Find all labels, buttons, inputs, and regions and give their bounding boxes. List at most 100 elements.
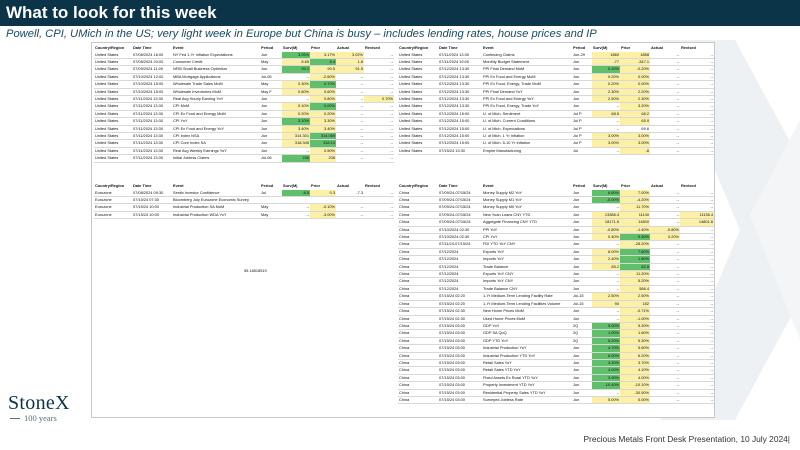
survey-cell: -- [592, 125, 620, 134]
revised-cell: -- [680, 125, 714, 134]
period-cell: Jul [572, 147, 592, 156]
period-cell: Jun [572, 102, 592, 111]
event-cell: 1-Yr Medium-Term Lending Facility Rate [482, 292, 572, 301]
event-cell: Money Supply M1 YoY [482, 196, 572, 205]
column-header: Surv(M) [593, 183, 608, 189]
survey-cell: 6.00% [592, 352, 620, 360]
period-cell: Jun [572, 263, 592, 272]
table-row: United States 07/11/2024 13:30 CPI Core In… [94, 139, 394, 148]
period-cell: Jul P [572, 125, 592, 134]
column-header: Event [483, 183, 494, 189]
prior-cell: 90.5 [310, 65, 336, 74]
event-cell: Sentix Investor Confidence [172, 189, 260, 197]
prior-cell: 0.50% [310, 147, 336, 156]
column-header: Period [261, 45, 274, 51]
actual-cell: -- [336, 154, 364, 163]
period-cell: May [260, 203, 282, 212]
event-cell: Real Avg Weekly Earnings YoY [172, 147, 260, 156]
event-cell: Monthly Budget Statement [482, 58, 572, 67]
survey-cell: 0.60% [282, 88, 310, 97]
table-row: China 07/15/24 03:00 Fixed Assets Ex Rural… [398, 374, 714, 383]
logo-tagline: 100 years [8, 413, 70, 423]
event-cell: CPI Ex Food and Energy MoM [172, 110, 260, 119]
table-row: United States 07/11/2024 13:30 Real Avg We… [94, 147, 394, 156]
period-cell: Jun [572, 374, 592, 383]
actual-cell: -- [650, 337, 680, 346]
period-cell: Jul-06 [260, 154, 282, 163]
period-cell: Jun [572, 248, 592, 257]
period-cell: Jul P [572, 110, 592, 119]
prior-cell: 3.00% [620, 132, 650, 141]
survey-cell: 8.65 [282, 58, 310, 67]
event-cell: U. of Mich. 1 Yr Inflation [482, 132, 572, 141]
survey-cell: 0.20% [592, 73, 620, 82]
country-cell: United States [398, 110, 438, 119]
country-cell: China [398, 366, 438, 375]
survey-cell: 13386.4 [592, 211, 620, 220]
country-cell: China [398, 374, 438, 383]
column-header: Prior [311, 183, 321, 189]
table-row: China 07/15/24 03:00 Property Investment Y… [398, 381, 714, 390]
country-cell: China [398, 315, 438, 323]
datetime-cell: 07/10/2024 12:00 [132, 73, 172, 82]
revised-cell: -- [680, 322, 714, 331]
survey-cell: 1860 [592, 51, 620, 59]
datetime-cell: 07/11/2024 13:30 [132, 154, 172, 163]
table-row: China 07/12/2024 Trade Balance Jun 85.2 82.6-… [398, 263, 714, 272]
country-cell: China [398, 218, 438, 227]
column-header: Period [261, 183, 274, 189]
prior-cell: 0.60% [310, 88, 336, 97]
prior-cell: 69.6 [620, 125, 650, 134]
prior-cell: 14800 [620, 218, 650, 227]
actual-cell: -- [650, 374, 680, 383]
revised-cell: -- [680, 337, 714, 346]
actual-cell: -- [336, 211, 364, 220]
survey-cell: 18171.5 [592, 218, 620, 227]
country-cell: United States [94, 51, 132, 59]
revised-cell: -- [680, 132, 714, 141]
actual-cell: -- [650, 300, 680, 309]
actual-cell: -- [650, 147, 680, 156]
table-row: United States 07/12/2024 13:30 PPI Final D… [398, 88, 714, 97]
period-cell: Jun [572, 233, 592, 242]
event-cell: U. of Mich. Current Conditions [482, 117, 572, 126]
actual-cell: -- [650, 88, 680, 97]
survey-cell: -- [282, 203, 310, 212]
revised-cell: -- [680, 88, 714, 97]
event-cell: Bloomberg July Eurozone Economic Survey [172, 196, 260, 205]
revised-cell: -- [680, 329, 714, 338]
period-cell: Jun [260, 102, 282, 111]
survey-cell: -- [592, 277, 620, 286]
table-row: China 07/12/2024 Imports YoY Jun 2.40% 1.80% -… [398, 255, 714, 264]
event-cell: Exports YoY [482, 248, 572, 257]
column-header: Period [573, 45, 586, 51]
period-cell: Jul P [572, 132, 592, 141]
actual-cell: -- [650, 240, 680, 249]
slide-subtitle: Powell, CPI, UMich in the US; very light… [6, 28, 597, 40]
table-row: United States 07/11/2024 19:00 Monthly Bud… [398, 58, 714, 67]
orphan-cell-value: 55.18518519 [244, 268, 267, 273]
survey-cell: 3.40% [282, 125, 310, 134]
datetime-cell: 07/11/24-07/15/24 [438, 240, 482, 249]
revised-cell: -- [680, 65, 714, 74]
event-cell: PPI Ex Food and Energy YoY [482, 95, 572, 104]
period-cell: Jun [572, 396, 592, 405]
table-row: Eurozone 07/15/24 07:30 Bloomberg July Eur… [94, 196, 394, 205]
actual-cell: -7.3 [336, 189, 364, 197]
table-row: United States 07/11/2024 13:30 Continuing … [398, 51, 714, 59]
datetime-cell: 07/12/2024 15:00 [438, 117, 482, 126]
survey-cell: 0.20% [282, 110, 310, 119]
revised-cell: -- [680, 315, 714, 323]
event-cell: Industrial Production YoY [482, 344, 572, 353]
header-row: Country/Region Date Time Event Period Surv(M… [94, 45, 394, 52]
event-cell: Industrial Production SA MoM [172, 203, 260, 212]
period-cell: Jul-05 [260, 73, 282, 82]
prior-cell: 0.3 [310, 189, 336, 197]
revised-cell: -- [680, 196, 714, 205]
survey-cell: 85.2 [592, 263, 620, 272]
column-header: Surv(M) [283, 45, 298, 51]
survey-cell: -10.40% [592, 381, 620, 390]
period-cell: Jun [260, 110, 282, 119]
table-row: Eurozone 07/15/24 10:00 Industrial Product… [94, 203, 394, 212]
period-cell: Jun [572, 58, 592, 67]
